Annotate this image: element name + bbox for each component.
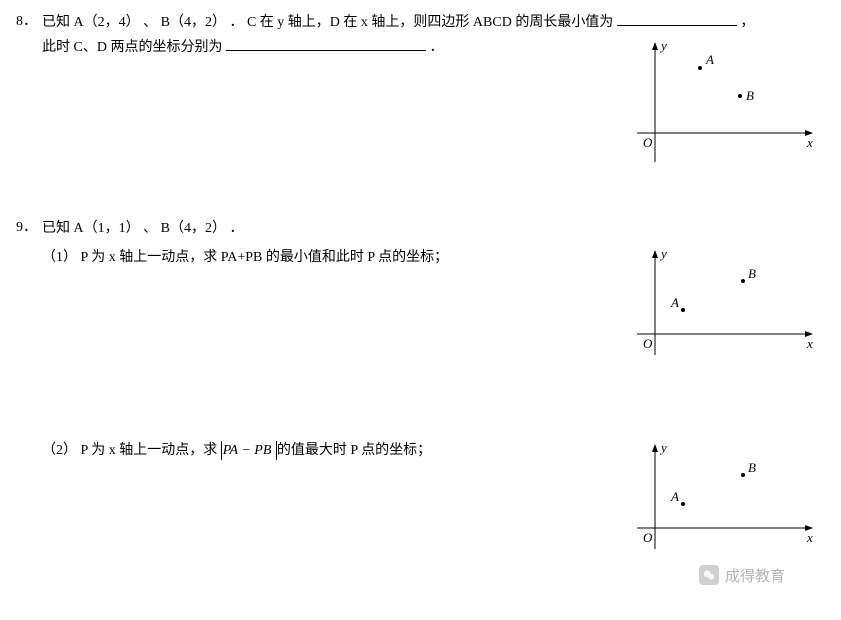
- svg-text:x: x: [806, 530, 813, 545]
- p9-figure2-holder: OxyAB: [16, 470, 825, 610]
- p9-figure2: Ox y A B: [635, 440, 815, 555]
- svg-text:B: B: [748, 460, 756, 475]
- p8-line2: 此时 C、D 两点的坐标分别为: [42, 40, 222, 55]
- svg-text:y: y: [659, 38, 667, 53]
- svg-text:B: B: [746, 88, 754, 103]
- watermark-icon: [699, 565, 719, 585]
- p9-intro: 已知: [42, 221, 70, 236]
- p8-figure: Ox y A B: [635, 38, 815, 168]
- p8-text1: 已知: [42, 15, 70, 30]
- svg-text:A: A: [670, 295, 679, 310]
- p8-blank1: [617, 12, 737, 26]
- problem-8-number: 8．: [16, 10, 42, 30]
- p8-sep1: 、: [143, 15, 157, 30]
- svg-text:x: x: [806, 135, 813, 150]
- p9-part2-before: P 为 x 轴上一动点，求: [81, 443, 221, 458]
- p9-abs-inner: PA − PB: [223, 443, 272, 458]
- p9-part2-after: 的值最大时 P 点的坐标；: [277, 443, 431, 458]
- svg-text:x: x: [806, 336, 813, 351]
- p9a-svg: Ox y A B: [635, 246, 815, 361]
- p9-period: ．: [229, 221, 243, 236]
- problem-8: 8． 已知 A（2，4） 、 B（4，2） ． C 在 y 轴上，D 在 x 轴…: [16, 10, 825, 190]
- wechat-like-icon: [702, 568, 716, 582]
- p9-part2-abs: PA − PB: [221, 443, 277, 458]
- svg-text:B: B: [748, 266, 756, 281]
- p8-blank2: [226, 37, 426, 51]
- p8-pointA: A（2，4）: [74, 15, 140, 30]
- svg-text:O: O: [643, 530, 653, 545]
- problem-9-number: 9．: [16, 216, 42, 236]
- svg-text:y: y: [659, 440, 667, 455]
- p8-pointB: B（4，2）: [161, 15, 226, 30]
- p8-comma: ，: [740, 15, 754, 30]
- watermark-text: 成得教育: [725, 565, 785, 586]
- p9-part2-label: （2）: [42, 443, 77, 458]
- p9-pointA: A（1，1）: [74, 221, 140, 236]
- svg-text:A: A: [670, 489, 679, 504]
- p9-part1-label: （1）: [42, 250, 77, 265]
- p9-sep1: 、: [143, 221, 157, 236]
- p8-period: ．: [229, 15, 243, 30]
- problem-9: 9． 已知 A（1，1） 、 B（4，2） ． （1） P 为 x 轴上一动点，…: [16, 216, 825, 610]
- p9-part1-text: P 为 x 轴上一动点，求 PA+PB 的最小值和此时 P 点的坐标；: [81, 250, 449, 265]
- svg-text:y: y: [659, 246, 667, 261]
- p9-figure1-holder: OxyAB: [16, 276, 825, 416]
- p8-cond: C 在 y 轴上，D 在 x 轴上，则四边形 ABCD 的周长最小值为: [247, 15, 613, 30]
- p8-svg: Ox y A B: [635, 38, 815, 168]
- p9b-svg: Ox y A B: [635, 440, 815, 555]
- p9-pointB: B（4，2）: [161, 221, 226, 236]
- svg-text:O: O: [643, 336, 653, 351]
- watermark: 成得教育: [699, 565, 785, 586]
- svg-text:O: O: [643, 135, 653, 150]
- p9-figure1: Ox y A B: [635, 246, 815, 361]
- p8-period2: ．: [429, 40, 443, 55]
- svg-text:A: A: [705, 52, 714, 67]
